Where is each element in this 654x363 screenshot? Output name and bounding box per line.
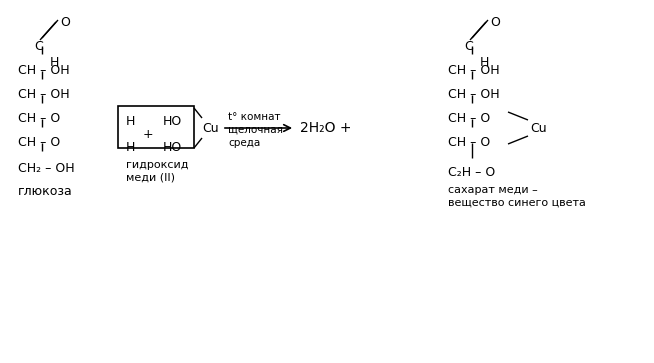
Text: CH – OH: CH – OH [18, 64, 69, 77]
Text: CH – OH: CH – OH [18, 88, 69, 101]
Text: t° комнат: t° комнат [228, 112, 281, 122]
Text: HO: HO [163, 115, 182, 128]
Text: H: H [50, 56, 60, 69]
Text: C₂H – O: C₂H – O [448, 166, 495, 179]
Text: +: + [143, 128, 153, 141]
Text: щелочная: щелочная [228, 125, 283, 135]
Text: HO: HO [163, 141, 182, 154]
Bar [118, 106, 194, 148]
Text: сахарат меди –: сахарат меди – [448, 185, 538, 195]
Text: Cu: Cu [530, 122, 547, 135]
Text: среда: среда [228, 138, 260, 148]
Text: CH – O: CH – O [448, 112, 490, 125]
Text: меди (II): меди (II) [126, 173, 175, 183]
Text: H: H [126, 115, 135, 128]
Text: O: O [60, 16, 70, 29]
Text: CH – OH: CH – OH [448, 88, 500, 101]
Text: вещество синего цвета: вещество синего цвета [448, 198, 586, 208]
Text: CH – O: CH – O [18, 136, 60, 149]
Text: H: H [126, 141, 135, 154]
Text: CH – OH: CH – OH [448, 64, 500, 77]
Text: гидроксид: гидроксид [126, 160, 188, 170]
Text: CH₂ – OH: CH₂ – OH [18, 162, 75, 175]
Text: C: C [464, 40, 473, 53]
Text: 2H₂O +: 2H₂O + [300, 121, 351, 135]
Text: CH – O: CH – O [448, 136, 490, 149]
Text: C: C [34, 40, 43, 53]
Text: глюкоза: глюкоза [18, 185, 73, 198]
Text: H: H [480, 56, 489, 69]
Text: O: O [490, 16, 500, 29]
Text: Cu: Cu [202, 122, 218, 135]
Text: CH – O: CH – O [18, 112, 60, 125]
